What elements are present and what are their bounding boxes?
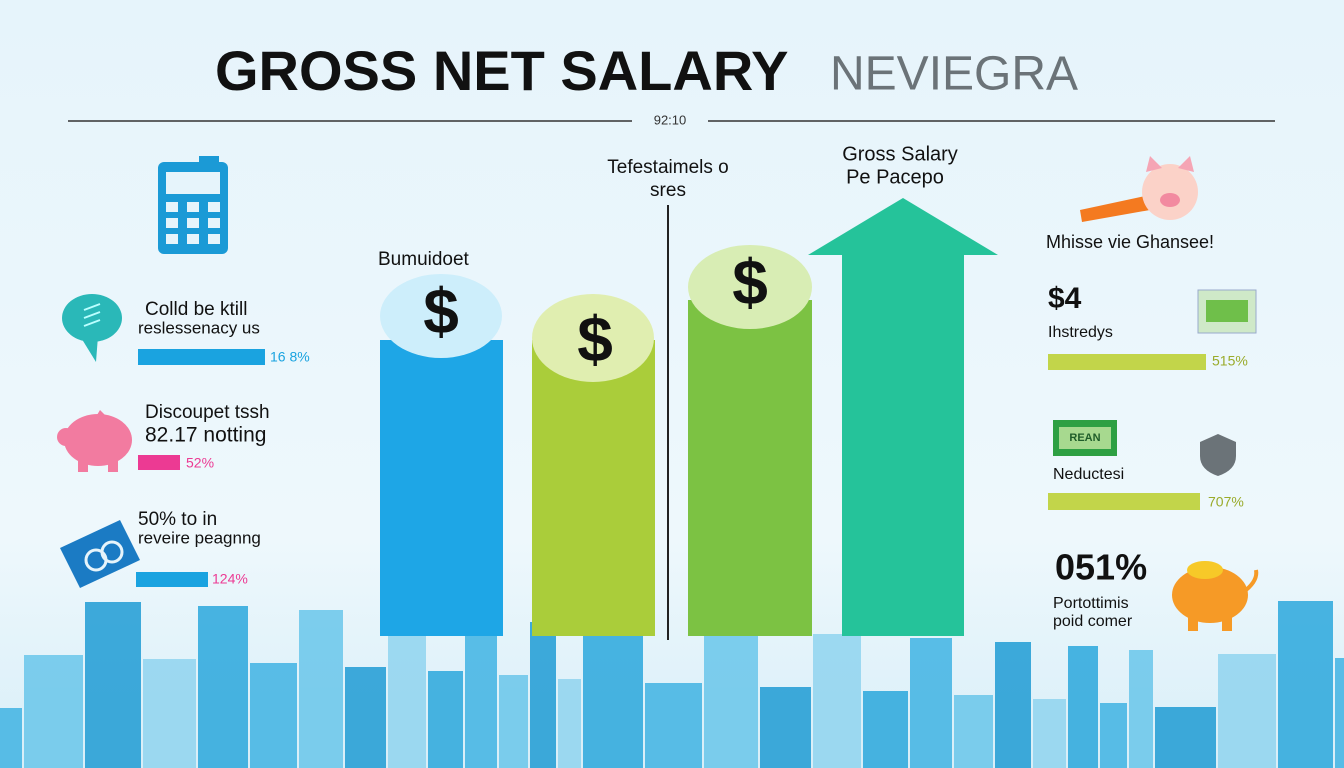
item-label: Ihstredys [1048,324,1113,341]
skyline-building [1278,601,1333,768]
subtitle-backdrop [632,112,708,130]
pig-carrot-icon [1080,156,1198,222]
skyline-building [910,638,952,768]
skyline-building [813,634,861,768]
skyline-building [388,614,426,768]
piggy-icon [57,410,132,472]
dollar-symbol: $ [423,275,459,347]
skyline-building [995,642,1031,768]
item-label: reveire peagnng [138,528,261,547]
skyline-building [198,606,248,768]
item-label: Discoupet tssh [145,402,270,423]
skyline-building [1033,699,1066,768]
skyline-building [645,683,702,768]
skyline-building [499,675,528,768]
skyline-building [954,695,993,768]
item-value: 707% [1208,494,1244,510]
column [532,340,655,636]
card-icon [60,520,140,588]
column-label: Bumuidoet [378,249,470,270]
item-label: reslessenacy us [138,318,260,337]
arrow-label: Gross Salary [842,143,958,165]
bill-text: REAN [1069,432,1100,444]
skyline-building [863,691,908,768]
item-label: Colld be ktill [145,299,247,320]
big-value: 051% [1055,547,1147,588]
skyline-building [704,630,758,768]
progress-bar [138,455,180,470]
skyline-building [428,671,463,768]
item-label: Portottimis [1053,595,1129,612]
skyline-building [0,708,22,768]
dollar-symbol: $ [732,246,768,318]
subtitle: 92:10 [654,112,687,127]
skyline-building [583,626,643,768]
item-value: 16 8% [270,349,310,365]
item-label: 50% to in [138,509,217,530]
skyline-building [85,602,141,768]
skyline-building [299,610,343,768]
item-label: poid comer [1053,613,1133,630]
amount: $4 [1048,282,1082,315]
item-value: 124% [212,571,248,587]
skyline-building [1218,654,1276,768]
skyline-building [1155,707,1216,768]
column [688,300,812,636]
column-cap [532,294,654,382]
money-icon [1206,300,1248,322]
skyline-building [558,679,581,768]
skyline-building [1129,650,1153,768]
divider-label: Tefestaimels o [607,157,728,178]
skyline-building [760,687,811,768]
progress-bar [1048,493,1200,510]
speech-icon [62,294,122,362]
progress-bar [1048,354,1206,370]
progress-bar [138,349,265,365]
arrow-label: Pe Pacepo [846,166,944,188]
skyline-building [1100,703,1127,768]
item-label: 82.17 notting [145,424,266,447]
title: GROSS NET SALARY [215,39,789,102]
item-value: 515% [1212,353,1248,369]
shield-icon [1200,434,1236,476]
column-cap [688,245,812,329]
skyline-building [345,667,386,768]
section-heading: Mhisse vie Ghansee! [1046,232,1214,252]
growth-arrow [808,198,998,636]
item-value: 52% [186,455,214,471]
skyline-building [530,622,556,768]
skyline-building [465,618,497,768]
skyline-building [24,655,83,768]
calculator-icon [158,156,228,254]
title-suffix: NEVIEGRA [830,48,1078,101]
orange-pig-icon [1172,561,1259,631]
dollar-symbol: $ [577,303,613,375]
item-label: Neductesi [1053,466,1124,483]
skyline-building [1335,658,1344,768]
skyline-building [250,663,297,768]
progress-bar [136,572,208,587]
skyline-building [143,659,196,768]
bill-icon [1059,427,1111,449]
column-cap [380,274,502,358]
divider-label: sres [650,180,686,201]
column [380,340,503,636]
skyline-building [1068,646,1098,768]
skyline [0,601,1344,768]
